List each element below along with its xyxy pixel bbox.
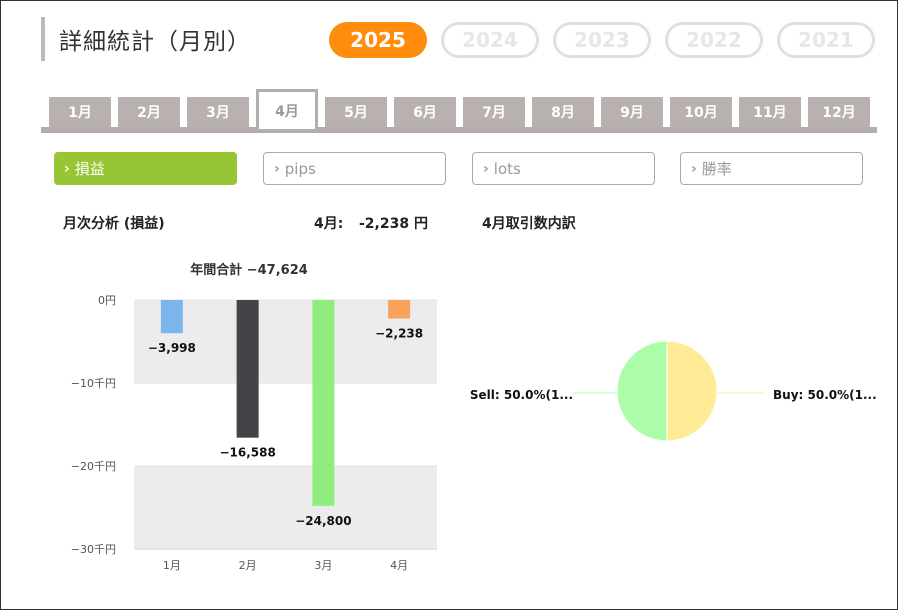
y-tick-label: −20千円 (71, 460, 116, 473)
metric-button-winrate[interactable]: › 勝率 (680, 152, 863, 185)
tab-month-8[interactable]: 8月 (532, 97, 594, 127)
y-tick-label: −10千円 (71, 377, 116, 390)
year-button-2022[interactable]: 2022 (665, 22, 763, 58)
chevron-right-icon: › (274, 160, 280, 177)
year-button-2024[interactable]: 2024 (441, 22, 539, 58)
monthly-bar-chart: 0円 −10千円 −20千円 −30千円 年間合計 −47,624 −3,998 1月 −16… (71, 262, 437, 572)
bar-value-label: −24,800 (295, 514, 351, 528)
bar-4月[interactable] (388, 300, 411, 319)
metric-button-pips[interactable]: › pips (263, 152, 446, 185)
chevron-right-icon: › (483, 160, 489, 177)
pie-label-sell: Sell: 50.0%(1... (470, 388, 573, 402)
monthly-analysis-label: 月次分析 (損益) (63, 216, 165, 232)
metric-label: 損益 (74, 160, 105, 178)
trade-breakdown-pie-chart: Sell: 50.0%(1... Buy: 50.0%(1... (470, 340, 877, 442)
chart-title: 年間合計 −47,624 (190, 262, 308, 278)
x-tick-label: 4月 (390, 559, 408, 572)
pie-slice-sell[interactable] (616, 340, 668, 442)
metric-label: pips (284, 159, 316, 178)
pie-label-buy: Buy: 50.0%(1... (773, 388, 877, 402)
pie-slice-buy[interactable] (666, 340, 718, 442)
tab-month-11[interactable]: 11月 (739, 97, 801, 127)
tab-month-5[interactable]: 5月 (325, 97, 387, 127)
bar-3月[interactable] (312, 300, 335, 506)
year-button-2023[interactable]: 2023 (553, 22, 651, 58)
metric-label: lots (493, 159, 521, 178)
y-tick-label: 0円 (98, 294, 116, 307)
tab-month-10[interactable]: 10月 (670, 97, 732, 127)
current-month-value: -2,238 円 (359, 216, 428, 232)
bar-value-label: −16,588 (219, 446, 275, 460)
year-button-2021[interactable]: 2021 (777, 22, 875, 58)
x-tick-label: 1月 (163, 559, 181, 572)
tab-month-2[interactable]: 2月 (118, 97, 180, 127)
page-header: 詳細統計（月別） (41, 17, 251, 61)
current-month-label: 4月: (314, 216, 344, 232)
y-tick-label: −30千円 (71, 543, 116, 556)
chevron-right-icon: › (64, 160, 70, 177)
metric-button-profit[interactable]: › 損益 (54, 152, 237, 185)
chevron-right-icon: › (691, 160, 697, 177)
plot-band (134, 466, 437, 549)
plot-band (134, 383, 437, 466)
bar-2月[interactable] (236, 300, 259, 438)
x-tick-label: 3月 (314, 559, 332, 572)
tab-month-3[interactable]: 3月 (187, 97, 249, 127)
year-button-2025[interactable]: 2025 (329, 22, 427, 58)
bar-value-label: −2,238 (375, 327, 423, 341)
metric-button-lots[interactable]: › lots (472, 152, 655, 185)
metric-label: 勝率 (701, 160, 732, 178)
tab-month-12[interactable]: 12月 (808, 97, 870, 127)
tab-month-4[interactable]: 4月 (256, 89, 318, 129)
page-title: 詳細統計（月別） (59, 29, 251, 55)
plot-band (134, 300, 437, 383)
month-tabs: 1月 2月 3月 4月 5月 6月 7月 8月 9月 10月 11月 12月 (41, 89, 877, 133)
tab-month-6[interactable]: 6月 (394, 97, 456, 127)
bar-value-label: −3,998 (148, 341, 196, 355)
x-tick-label: 2月 (239, 559, 257, 572)
tab-month-7[interactable]: 7月 (463, 97, 525, 127)
bar-1月[interactable] (160, 300, 183, 334)
tab-month-9[interactable]: 9月 (601, 97, 663, 127)
breakdown-title: 4月取引数内訳 (482, 216, 576, 232)
tab-month-1[interactable]: 1月 (49, 97, 111, 127)
